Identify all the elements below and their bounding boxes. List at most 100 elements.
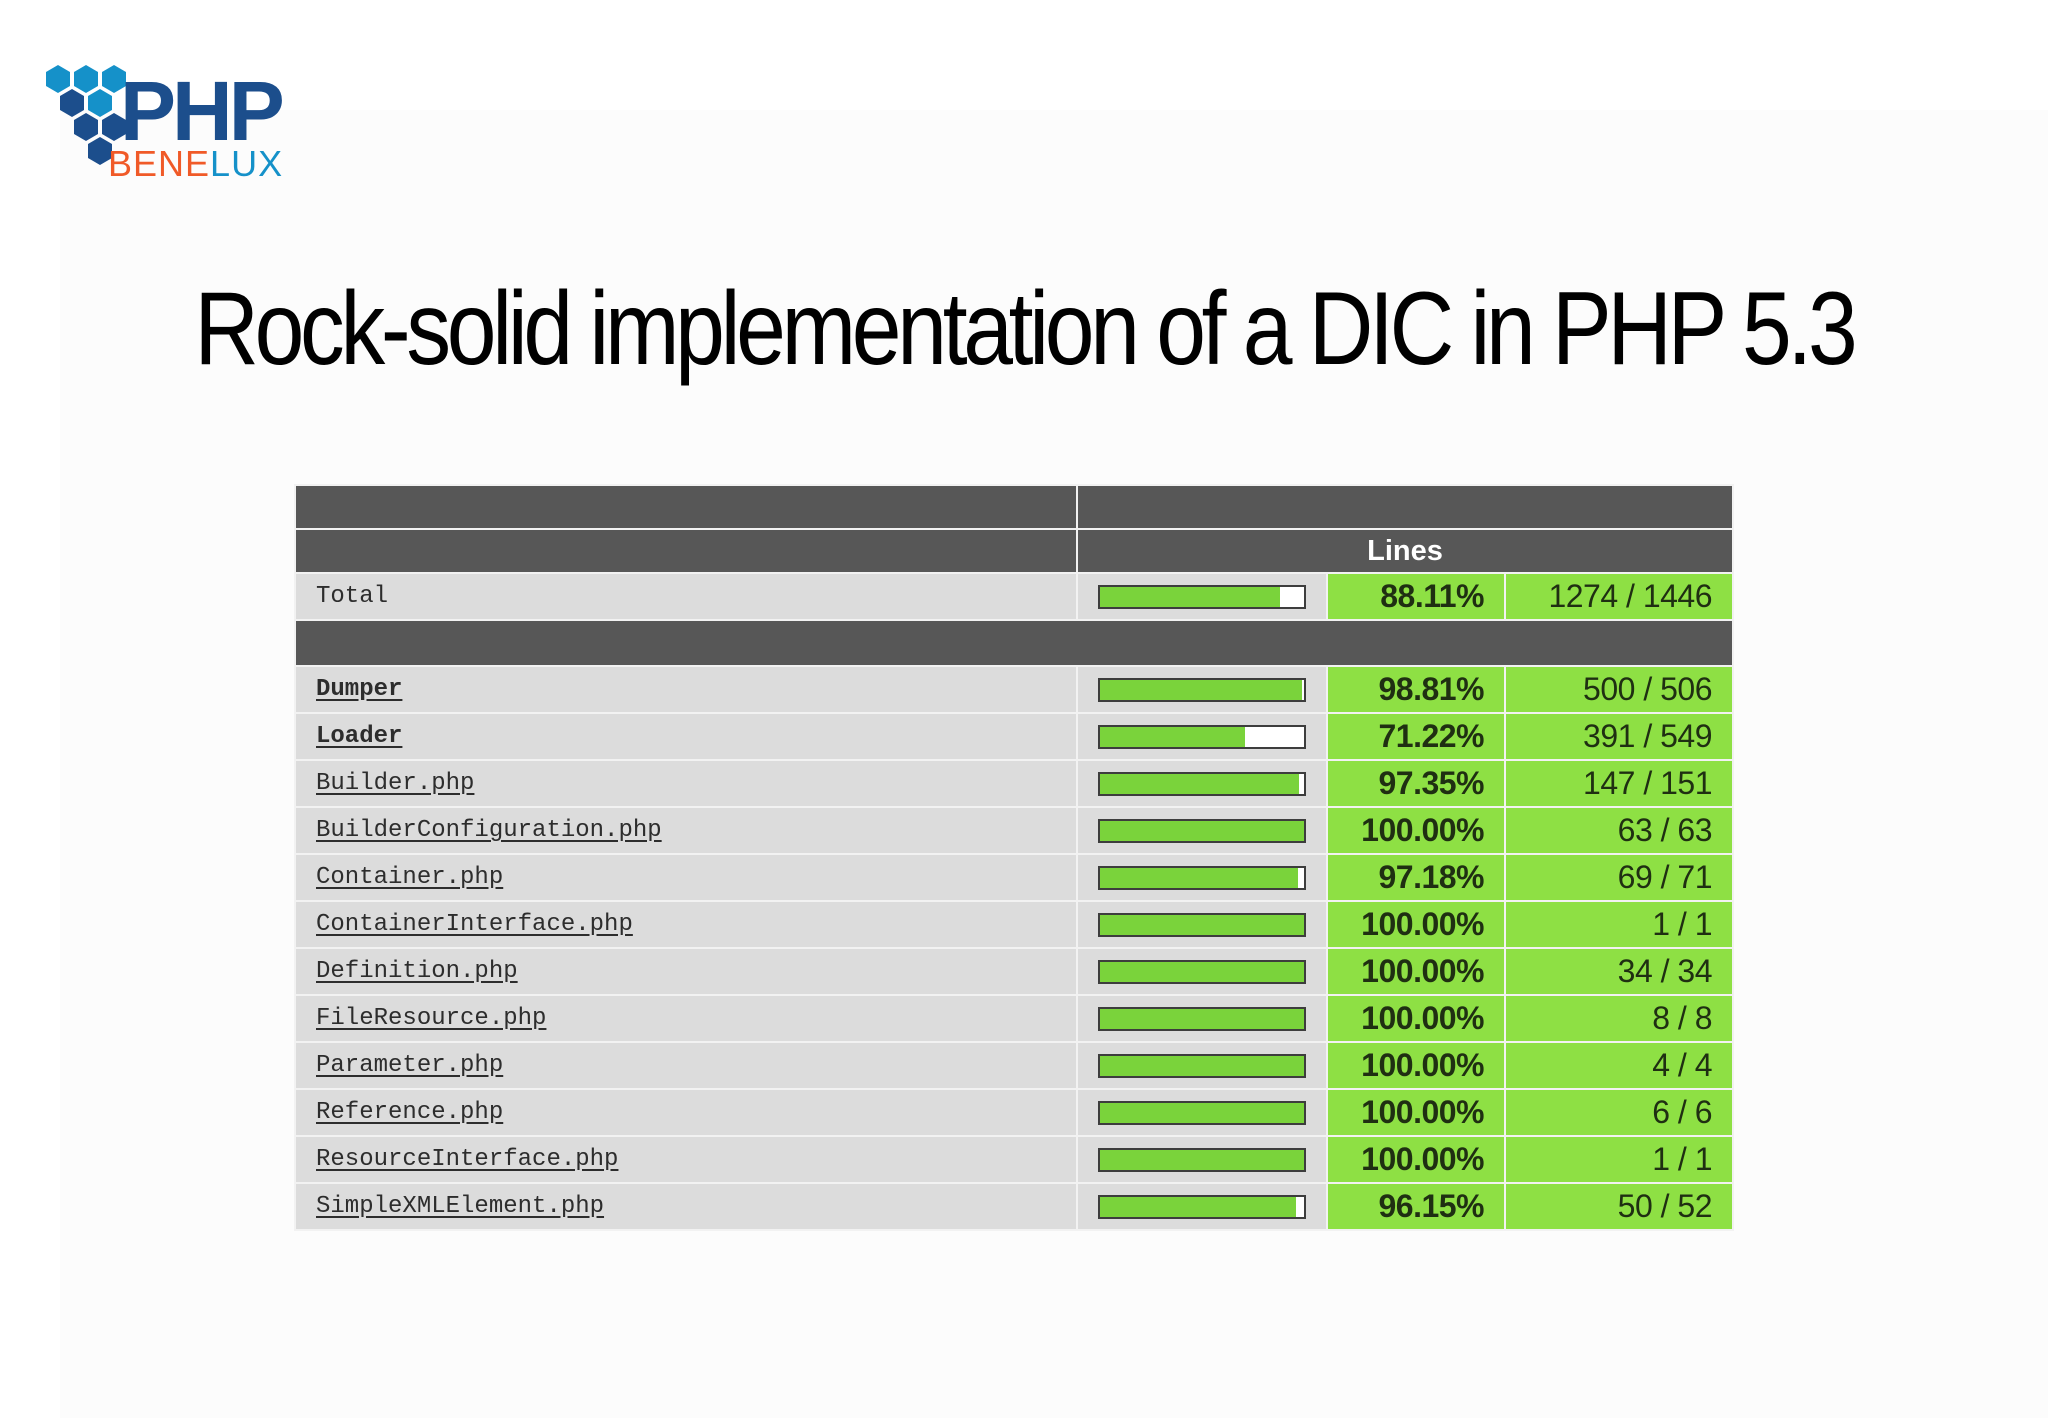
coverage-bar-fill <box>1100 1102 1304 1123</box>
lines-header: Lines <box>1076 528 1734 574</box>
table-row: SimpleXMLElement.php 96.15% 50 / 52 <box>294 1182 1734 1231</box>
coverage-percent: 100.00% <box>1326 1041 1506 1090</box>
directory-link[interactable]: Loader <box>294 712 1078 761</box>
table-row: Loader 71.22% 391 / 549 <box>294 712 1734 761</box>
covered-lines: 4 / 4 <box>1504 1041 1734 1090</box>
table-header-top <box>294 484 1734 530</box>
table-row: Dumper 98.81% 500 / 506 <box>294 665 1734 714</box>
coverage-percent: 100.00% <box>1326 1135 1506 1184</box>
coverage-table: Lines Total 88.11% 1274 / 1446 Dumper 98.… <box>294 484 1734 1231</box>
file-link[interactable]: ResourceInterface.php <box>294 1135 1078 1184</box>
coverage-bar <box>1098 1194 1306 1219</box>
coverage-percent: 96.15% <box>1326 1182 1506 1231</box>
file-link[interactable]: Parameter.php <box>294 1041 1078 1090</box>
table-row: Parameter.php 100.00% 4 / 4 <box>294 1041 1734 1090</box>
coverage-bar <box>1098 912 1306 937</box>
coverage-bar-fill <box>1100 586 1280 607</box>
coverage-bar-cell <box>1076 853 1328 902</box>
coverage-bar-cell <box>1076 759 1328 808</box>
coverage-bar-fill <box>1100 1196 1297 1217</box>
phpbenelux-logo: PHP BENELUX <box>28 60 338 180</box>
slide-title: Rock-solid implementation of a DIC in PH… <box>194 271 1857 387</box>
coverage-bar <box>1098 1147 1306 1172</box>
coverage-bar-cell <box>1076 1041 1328 1090</box>
coverage-bar-fill <box>1100 820 1304 841</box>
header-cell-blank <box>294 528 1078 574</box>
coverage-bar-cell <box>1076 900 1328 949</box>
coverage-bar-cell <box>1076 994 1328 1043</box>
hexagon-logo-icon: PHP BENELUX <box>46 64 287 180</box>
covered-lines: 391 / 549 <box>1504 712 1734 761</box>
coverage-bar-fill <box>1100 773 1299 794</box>
covered-lines: 50 / 52 <box>1504 1182 1734 1231</box>
table-row: BuilderConfiguration.php 100.00% 63 / 63 <box>294 806 1734 855</box>
file-link[interactable]: Reference.php <box>294 1088 1078 1137</box>
file-link[interactable]: Definition.php <box>294 947 1078 996</box>
separator-cell <box>294 619 1734 667</box>
directory-link[interactable]: Dumper <box>294 665 1078 714</box>
file-link[interactable]: FileResource.php <box>294 994 1078 1043</box>
table-row: Reference.php 100.00% 6 / 6 <box>294 1088 1734 1137</box>
file-link[interactable]: Builder.php <box>294 759 1078 808</box>
total-percent: 88.11% <box>1326 572 1506 621</box>
file-link[interactable]: SimpleXMLElement.php <box>294 1182 1078 1231</box>
coverage-bar <box>1098 1100 1306 1125</box>
coverage-bar-fill <box>1100 867 1299 888</box>
coverage-bar <box>1098 818 1306 843</box>
coverage-percent: 97.18% <box>1326 853 1506 902</box>
logo-benelux-text: BENELUX <box>108 143 283 180</box>
coverage-percent: 97.35% <box>1326 759 1506 808</box>
file-link[interactable]: BuilderConfiguration.php <box>294 806 1078 855</box>
total-lines: 1274 / 1446 <box>1504 572 1734 621</box>
coverage-percent: 100.00% <box>1326 994 1506 1043</box>
coverage-bar <box>1098 724 1306 749</box>
covered-lines: 69 / 71 <box>1504 853 1734 902</box>
coverage-bar <box>1098 677 1306 702</box>
coverage-bar <box>1098 771 1306 796</box>
coverage-bar <box>1098 584 1306 609</box>
coverage-bar-fill <box>1100 726 1246 747</box>
coverage-bar-cell <box>1076 1182 1328 1231</box>
coverage-percent: 98.81% <box>1326 665 1506 714</box>
header-cell-name <box>294 484 1078 530</box>
coverage-bar <box>1098 1006 1306 1031</box>
covered-lines: 8 / 8 <box>1504 994 1734 1043</box>
covered-lines: 34 / 34 <box>1504 947 1734 996</box>
coverage-bar-fill <box>1100 1149 1304 1170</box>
coverage-bar <box>1098 865 1306 890</box>
total-label: Total <box>294 572 1078 621</box>
table-row: Definition.php 100.00% 34 / 34 <box>294 947 1734 996</box>
coverage-percent: 100.00% <box>1326 900 1506 949</box>
coverage-bar-fill <box>1100 961 1304 982</box>
coverage-percent: 100.00% <box>1326 1088 1506 1137</box>
coverage-bar <box>1098 1053 1306 1078</box>
table-row: Builder.php 97.35% 147 / 151 <box>294 759 1734 808</box>
table-separator <box>294 619 1734 667</box>
table-row: ResourceInterface.php 100.00% 1 / 1 <box>294 1135 1734 1184</box>
coverage-bar-cell <box>1076 1135 1328 1184</box>
coverage-percent: 100.00% <box>1326 806 1506 855</box>
total-row: Total 88.11% 1274 / 1446 <box>294 572 1734 621</box>
coverage-bar-cell <box>1076 1088 1328 1137</box>
table-row: Container.php 97.18% 69 / 71 <box>294 853 1734 902</box>
logo-php-text: PHP <box>120 64 283 158</box>
covered-lines: 1 / 1 <box>1504 900 1734 949</box>
covered-lines: 500 / 506 <box>1504 665 1734 714</box>
coverage-percent: 71.22% <box>1326 712 1506 761</box>
table-row: ContainerInterface.php 100.00% 1 / 1 <box>294 900 1734 949</box>
file-link[interactable]: Container.php <box>294 853 1078 902</box>
coverage-bar-fill <box>1100 1008 1304 1029</box>
coverage-bar-cell <box>1076 806 1328 855</box>
coverage-bar-cell <box>1076 947 1328 996</box>
covered-lines: 1 / 1 <box>1504 1135 1734 1184</box>
covered-lines: 6 / 6 <box>1504 1088 1734 1137</box>
file-link[interactable]: ContainerInterface.php <box>294 900 1078 949</box>
coverage-bar-cell <box>1076 712 1328 761</box>
covered-lines: 63 / 63 <box>1504 806 1734 855</box>
header-cell-coverage <box>1076 484 1734 530</box>
coverage-bar <box>1098 959 1306 984</box>
coverage-percent: 100.00% <box>1326 947 1506 996</box>
table-header-lines: Lines <box>294 528 1734 574</box>
coverage-bar-fill <box>1100 679 1302 700</box>
covered-lines: 147 / 151 <box>1504 759 1734 808</box>
